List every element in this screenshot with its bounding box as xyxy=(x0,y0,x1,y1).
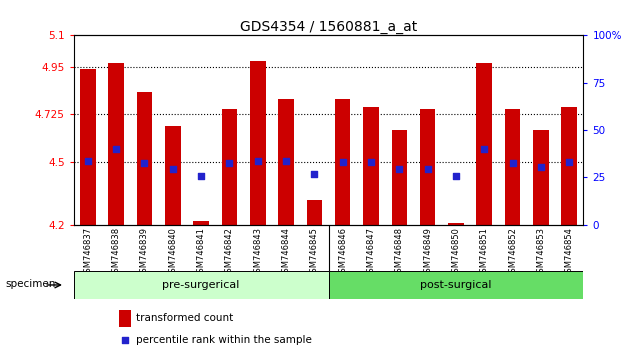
Text: specimen: specimen xyxy=(6,279,56,289)
Point xyxy=(536,164,546,170)
Point xyxy=(564,159,574,165)
Point xyxy=(83,158,93,164)
Bar xyxy=(533,130,549,225)
Point xyxy=(139,160,149,166)
Title: GDS4354 / 1560881_a_at: GDS4354 / 1560881_a_at xyxy=(240,21,417,34)
Text: transformed count: transformed count xyxy=(136,313,233,323)
Point xyxy=(394,166,404,172)
Text: GSM746853: GSM746853 xyxy=(537,227,545,278)
Point xyxy=(224,160,235,166)
Point xyxy=(366,159,376,165)
Point xyxy=(196,173,206,179)
Bar xyxy=(74,271,329,299)
Point xyxy=(479,146,489,152)
Bar xyxy=(306,200,322,225)
Text: GSM746848: GSM746848 xyxy=(395,227,404,278)
Bar xyxy=(108,63,124,225)
Bar xyxy=(420,109,435,225)
Text: GSM746851: GSM746851 xyxy=(479,227,488,278)
Text: GSM746839: GSM746839 xyxy=(140,227,149,278)
Bar xyxy=(80,69,96,225)
Point xyxy=(281,158,291,164)
Point xyxy=(422,166,433,172)
Text: GSM746854: GSM746854 xyxy=(565,227,574,278)
Bar xyxy=(329,271,583,299)
Text: GSM746838: GSM746838 xyxy=(112,227,121,278)
Point xyxy=(451,173,461,179)
Text: post-surgical: post-surgical xyxy=(420,280,492,290)
Bar xyxy=(222,109,237,225)
Point xyxy=(168,166,178,172)
Text: GSM746847: GSM746847 xyxy=(367,227,376,278)
Point xyxy=(119,337,129,343)
Bar xyxy=(448,223,463,225)
Bar xyxy=(335,98,351,225)
Text: GSM746843: GSM746843 xyxy=(253,227,262,278)
Text: GSM746841: GSM746841 xyxy=(197,227,206,278)
Text: percentile rank within the sample: percentile rank within the sample xyxy=(136,335,312,346)
Bar xyxy=(504,109,520,225)
Bar xyxy=(250,61,265,225)
Point xyxy=(309,171,319,177)
Bar xyxy=(137,92,153,225)
Point xyxy=(338,159,348,165)
Text: GSM746849: GSM746849 xyxy=(423,227,432,278)
Bar xyxy=(165,126,181,225)
Text: GSM746837: GSM746837 xyxy=(83,227,92,278)
Text: GSM746844: GSM746844 xyxy=(281,227,290,278)
Text: GSM746852: GSM746852 xyxy=(508,227,517,278)
Bar xyxy=(392,130,407,225)
Point xyxy=(508,160,518,166)
Bar xyxy=(194,221,209,225)
Bar xyxy=(476,63,492,225)
Bar xyxy=(278,98,294,225)
Text: GSM746850: GSM746850 xyxy=(451,227,460,278)
Bar xyxy=(562,107,577,225)
Text: pre-surgerical: pre-surgerical xyxy=(162,280,240,290)
Bar xyxy=(363,107,379,225)
Text: GSM746845: GSM746845 xyxy=(310,227,319,278)
Text: GSM746840: GSM746840 xyxy=(169,227,178,278)
Point xyxy=(111,146,121,152)
Point xyxy=(253,158,263,164)
Text: GSM746842: GSM746842 xyxy=(225,227,234,278)
Text: GSM746846: GSM746846 xyxy=(338,227,347,278)
Bar xyxy=(119,310,131,326)
